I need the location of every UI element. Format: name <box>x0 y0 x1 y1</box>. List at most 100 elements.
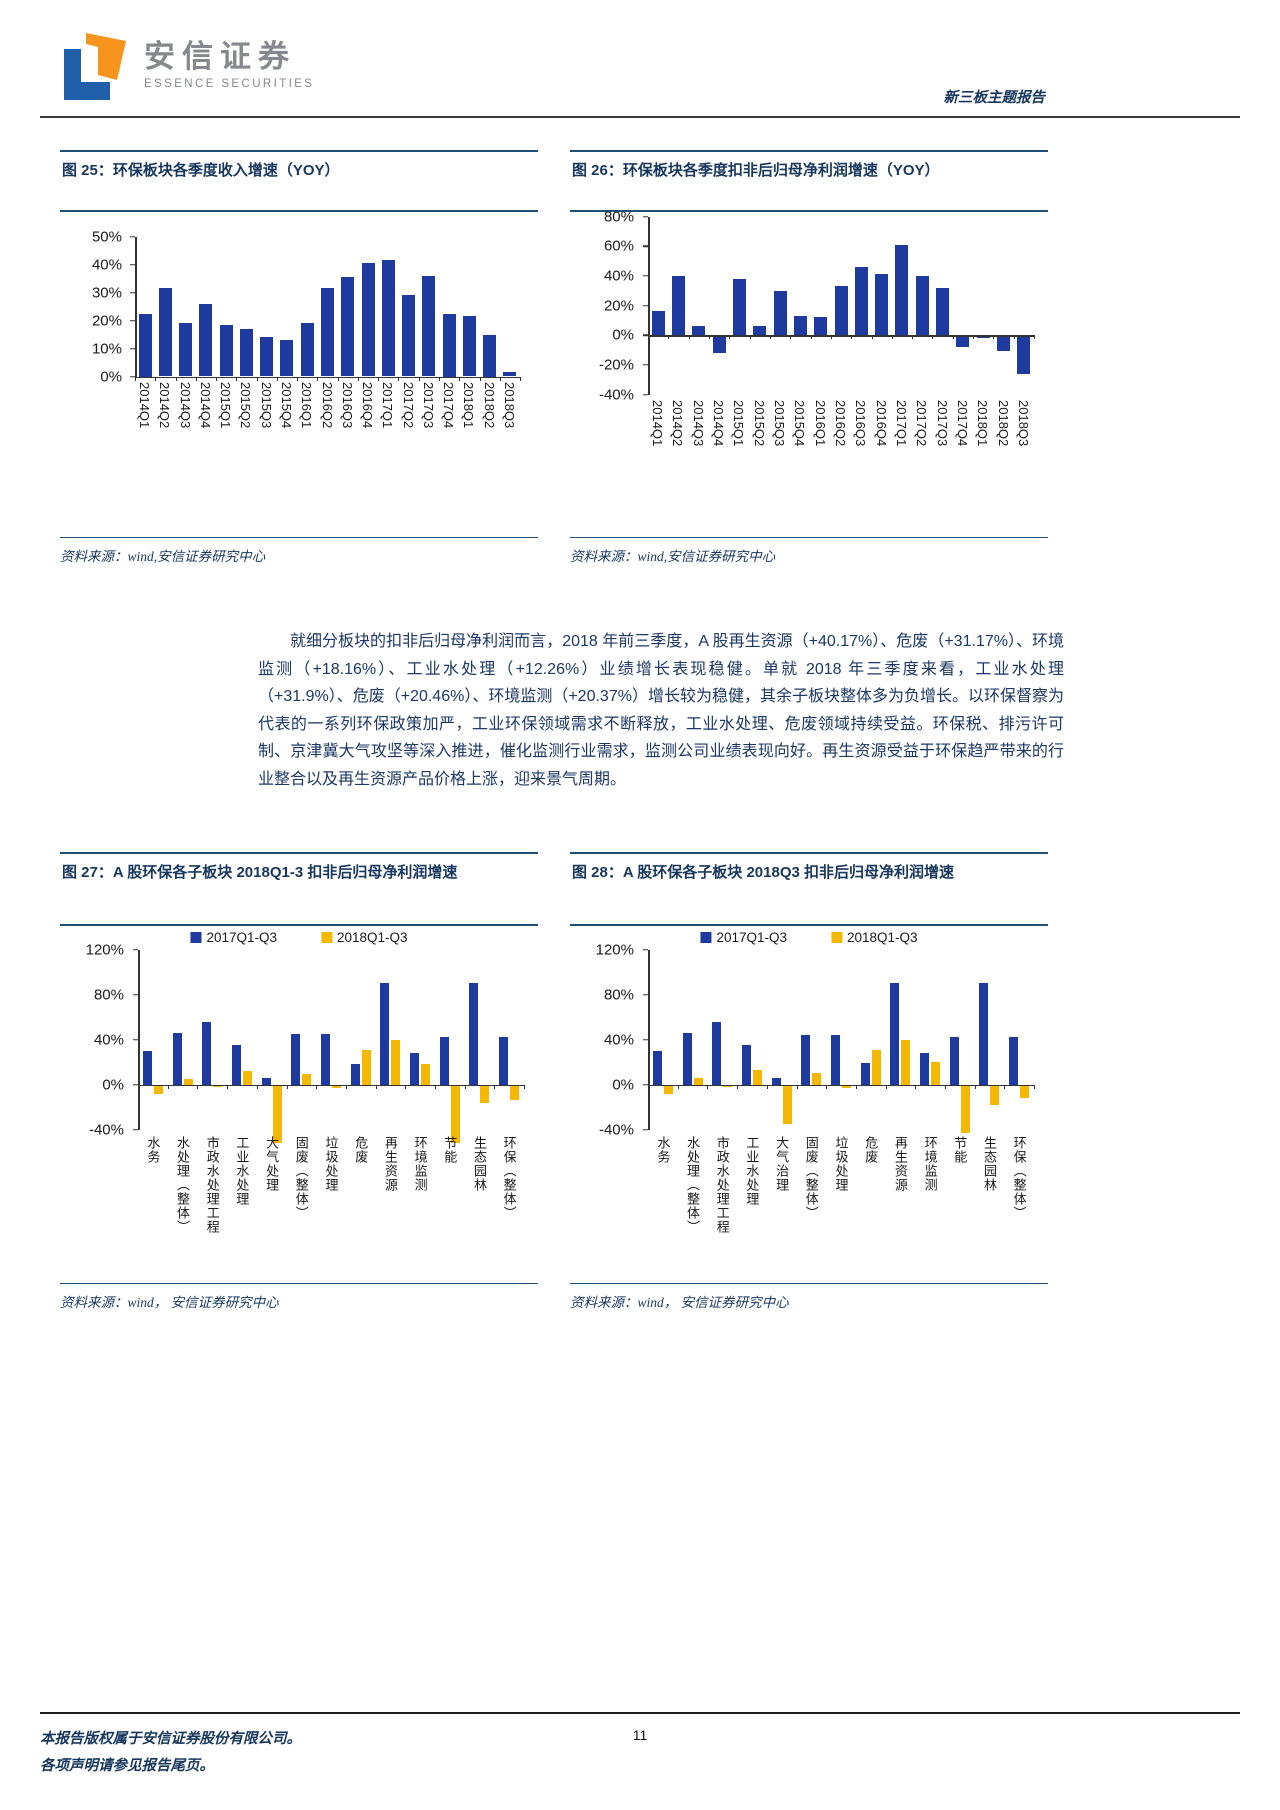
category-tick <box>438 376 440 381</box>
bar <box>842 1084 851 1088</box>
figure-26-chart: -40% -20% 0% 20% 40% 60% 80% 2014Q1 2014Q2 2014Q… <box>570 208 1048 537</box>
page-number: 11 <box>632 1727 648 1743</box>
y-tick-mark <box>643 393 648 396</box>
x-axis-label: 2017Q1 <box>380 381 396 428</box>
category-tick <box>494 1084 496 1089</box>
bar <box>179 323 193 377</box>
x-axis-label: 2015Q4 <box>792 399 808 446</box>
category-tick <box>769 335 771 340</box>
y-tick-label: 40% <box>603 267 634 285</box>
bar <box>771 1077 781 1085</box>
zero-axis-line <box>648 1084 1034 1086</box>
x-axis-label: 工业水处理 <box>234 1135 250 1206</box>
x-axis-label: 环保（整体） <box>501 1135 517 1220</box>
body-paragraph: 就细分板块的扣非后归母净利润而言，2018 年前三季度，A 股再生资源（+40.… <box>258 633 1064 788</box>
x-axis-label: 环境监测 <box>922 1135 938 1192</box>
category-tick <box>459 376 461 381</box>
bar <box>663 1084 673 1094</box>
x-axis-label: 2014Q1 <box>137 381 153 428</box>
category-tick <box>375 1084 377 1089</box>
category-tick <box>749 335 751 340</box>
legend-item: 2018Q1-Q3 <box>321 930 408 945</box>
bar <box>410 1053 420 1085</box>
y-tick-label: 40% <box>603 1031 634 1048</box>
figure-28-source: 资料来源：wind， 安信证券研究中心 <box>570 1295 789 1310</box>
bar <box>183 1078 193 1085</box>
category-tick <box>688 335 690 340</box>
bar <box>692 326 706 336</box>
figure-27: 图 27：A 股环保各子板块 2018Q1-3 扣非后归母净利润增速 -40% 0… <box>60 852 538 1311</box>
category-tick <box>855 1084 857 1089</box>
bar <box>391 1039 401 1085</box>
x-axis-label: 2018Q2 <box>481 381 497 428</box>
x-axis-label: 2014Q3 <box>177 381 193 428</box>
bar <box>510 1084 520 1101</box>
y-axis-line <box>648 216 650 395</box>
y-axis-line <box>138 949 140 1130</box>
bar <box>753 326 767 336</box>
bar <box>682 1032 692 1085</box>
bar <box>920 1053 930 1085</box>
y-tick-mark <box>643 245 648 247</box>
category-tick <box>912 335 914 340</box>
report-category-tag: 新三板主题报告 <box>943 90 1046 106</box>
x-axis-label: 2014Q4 <box>197 381 213 428</box>
category-tick <box>195 376 197 381</box>
company-logo: 安信证券 ESSENCE SECURITIES <box>58 30 314 106</box>
y-tick-label: 0% <box>100 368 122 385</box>
bar <box>949 1037 959 1085</box>
y-tick-label: 80% <box>603 986 634 1003</box>
x-axis-label: 节能 <box>952 1135 968 1164</box>
x-axis-label: 2015Q1 <box>218 381 234 428</box>
y-tick-label: 50% <box>91 228 122 245</box>
y-tick-mark <box>643 1083 648 1086</box>
bar <box>361 1049 371 1085</box>
category-tick <box>135 376 136 381</box>
category-tick <box>648 1084 649 1089</box>
brand-name-cn: 安信证券 <box>144 39 296 74</box>
chart-legend: 2017Q1-Q3 2018Q1-Q3 <box>190 930 408 945</box>
category-tick <box>256 376 258 381</box>
y-tick-label: 40% <box>93 1031 124 1048</box>
figure-bottom-divider <box>570 536 1048 538</box>
x-axis-label: 水处理（整体） <box>685 1135 701 1234</box>
y-axis: -40% -20% 0% 20% 40% 60% 80% <box>570 208 640 403</box>
bar <box>219 324 233 377</box>
x-axis-label: 市政水处理工程 <box>714 1135 730 1234</box>
category-tick <box>932 335 934 340</box>
x-axis-label: 危废 <box>863 1135 879 1164</box>
bar <box>652 1050 662 1085</box>
figure-26-title: 图 26：环保板块各季度扣非后归母净利润增速（YOY） <box>572 162 940 179</box>
y-axis: 0% 10% 20% 30% 40% 50% <box>60 228 128 385</box>
category-tick <box>357 376 359 381</box>
y-tick-label: 0% <box>612 326 634 344</box>
y-tick-mark <box>130 291 135 294</box>
chart-legend: 2017Q1-Q3 2018Q1-Q3 <box>700 930 918 945</box>
category-tick <box>729 335 731 340</box>
bar <box>752 1069 762 1085</box>
figure-27-chart: -40% 0% 40% 80% 120% 水务 水处理（整体） 市政水处理工程 工业水处理 大气… <box>60 926 538 1283</box>
y-tick-mark <box>133 1038 138 1041</box>
bar <box>936 287 950 336</box>
category-tick <box>648 335 649 340</box>
figure-28-chart: -40% 0% 40% 80% 120% 水务 水处理（整体） 市政水处理工程 工业水处理 大气… <box>570 926 1048 1283</box>
category-tick <box>345 1084 347 1089</box>
footer-copyright: 本报告版权属于安信证券股份有限公司。 <box>40 1731 301 1747</box>
category-tick <box>405 1084 407 1089</box>
category-tick <box>1013 335 1015 340</box>
y-tick-label: 10% <box>91 340 122 357</box>
bar <box>956 335 970 348</box>
bar <box>915 275 929 336</box>
bar <box>860 1063 870 1085</box>
x-axis-label: 2018Q1 <box>461 381 477 428</box>
bar <box>260 337 274 377</box>
x-axis-label: 2018Q1 <box>975 399 991 446</box>
bar <box>291 1033 301 1085</box>
category-tick <box>707 1084 709 1089</box>
y-tick-mark <box>133 1083 138 1086</box>
x-axis-label: 2017Q1 <box>893 399 909 446</box>
figure-top-divider <box>60 852 538 854</box>
bar <box>199 303 213 377</box>
y-tick-label: 120% <box>85 941 124 958</box>
